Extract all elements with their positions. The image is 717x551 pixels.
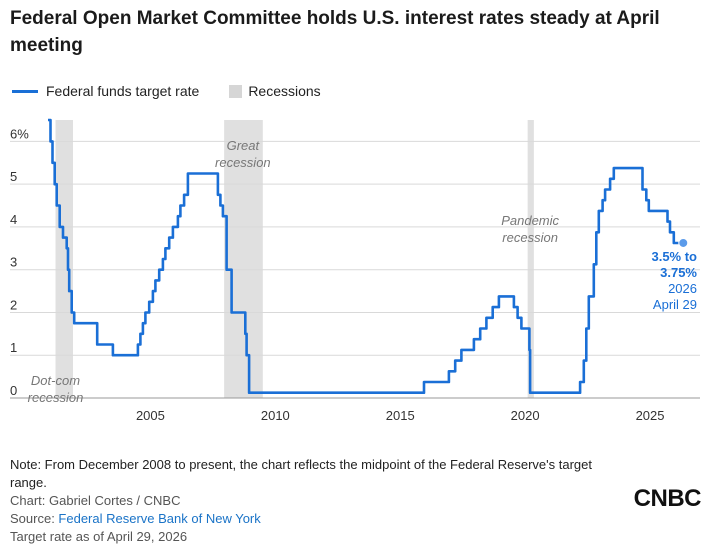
y-tick-label: 2 [10,297,17,312]
legend: Federal funds target rate Recessions [12,83,351,99]
recession-label-line: recession [502,230,558,245]
annotation-text-0: 3.5% to 3.75% [651,249,697,280]
annotation-line: April 29 [653,297,697,312]
source-line: Source: Federal Reserve Bank of New York [10,510,261,528]
x-tick-label: 2010 [261,408,290,423]
legend-label-funds-rate: Federal funds target rate [46,83,200,99]
recession-label: Pandemic recession [501,213,559,245]
legend-box-swatch [229,84,243,98]
x-tick-label: 2005 [136,408,165,423]
annotation-line: 2026 [668,281,697,296]
y-tick-label: 1 [10,340,17,355]
recession-band-1 [224,120,263,398]
series-line-federal-funds-rate [48,118,684,394]
recession-labels: Dot-com recession Great recession Pandemic re… [28,138,560,405]
y-tick-label: 3 [10,255,17,270]
y-tick-label: 6% [10,126,29,141]
x-tick-label: 2025 [636,408,665,423]
recession-label: Dot-com recession [28,373,84,405]
y-axis-ticks: 0 1 2 3 4 5 6% [10,126,29,398]
y-tick-label: 5 [10,169,17,184]
gridlines [10,140,700,399]
legend-line-swatch [12,89,38,93]
series-end-point [678,237,689,248]
recession-bands [55,120,534,398]
chart-credit: Chart: Gabriel Cortes / CNBC [10,493,181,508]
cnbc-logo: CNBC [633,485,702,513]
annotation-text-1: 2026 April 29 [653,281,697,312]
x-axis-ticks: 2005 2010 2015 2020 2025 [136,408,665,423]
cnbc-logo-text: CNBC [633,485,702,512]
footnote: Note: From December 2008 to present, the… [10,457,592,490]
recession-label-line: recession [215,155,271,170]
source-prefix: Source: [10,511,59,526]
as-of-date: Target rate as of April 29, 2026 [10,529,188,544]
chart-title: Federal Open Market Committee holds U.S.… [10,8,660,56]
line-chart: 0 1 2 3 4 5 6% 2005 2010 2015 2020 2025 Dot-com rec… [10,118,700,423]
recession-label-line: Pandemic [501,213,559,228]
x-tick-label: 2020 [511,408,540,423]
annotation-line: 3.75% [660,265,697,280]
source-link[interactable]: Federal Reserve Bank of New York [58,511,261,526]
series-line-group [48,118,689,394]
recession-label-line: recession [28,390,84,405]
annotation-line: 3.5% to [651,249,697,264]
legend-label-recessions: Recessions [248,83,321,99]
y-tick-label: 0 [10,383,17,398]
recession-label-line: Great [227,138,261,153]
recession-band-2 [527,120,534,398]
end-annotation: 3.5% to 3.75%2026 April 29 [651,249,697,312]
x-tick-label: 2015 [386,408,415,423]
recession-band-0 [55,120,73,398]
legend-item-funds-rate: Federal funds target rate [12,83,199,99]
y-tick-label: 4 [10,212,17,227]
legend-item-recessions: Recessions [229,83,321,99]
recession-label-line: Dot-com [31,373,80,388]
recession-label: Great recession [215,138,271,170]
